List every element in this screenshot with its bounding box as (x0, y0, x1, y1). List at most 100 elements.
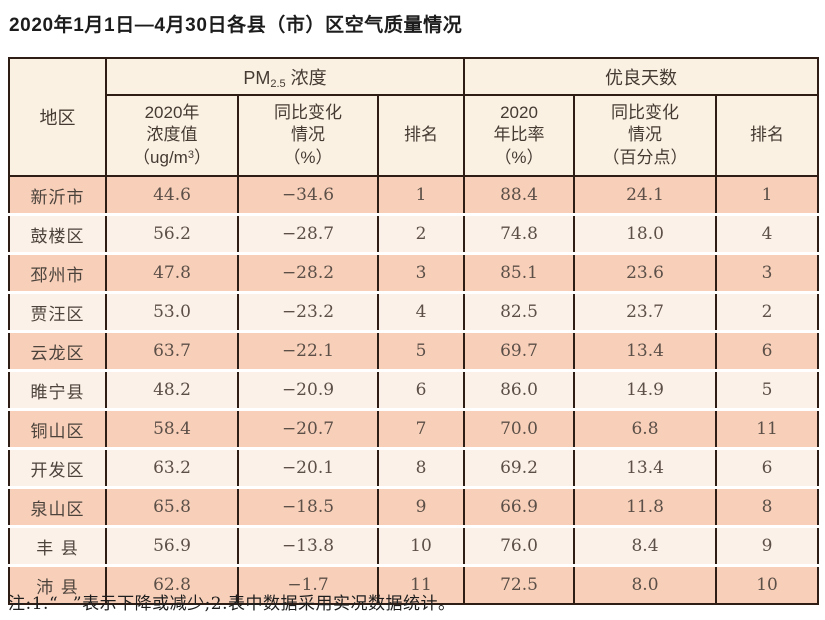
pm-rank-cell: 6 (378, 370, 465, 411)
region-cell: 睢宁县 (9, 370, 107, 411)
region-cell: 鼓楼区 (9, 214, 107, 255)
header-good-days-group: 优良天数 (464, 58, 819, 96)
pm-unit-superscript: 3 (187, 148, 194, 161)
good-rate-cell: 82.5 (464, 292, 575, 333)
region-cell: 邳州市 (9, 253, 107, 294)
good-rank-cell: 10 (716, 565, 819, 604)
pm-change-cell: −28.2 (238, 253, 379, 294)
region-cell: 新沂市 (9, 176, 107, 216)
header-good-rate: 2020 年比率 （%） (464, 95, 575, 177)
pm-label-subscript: 2.5 (270, 77, 286, 90)
pm-change-cell: −18.5 (238, 487, 379, 528)
table-row: 贾汪区 53.0 −23.2 4 82.5 23.7 2 (9, 292, 819, 333)
good-change-cell: 11.8 (574, 487, 717, 528)
good-rate-cell: 76.0 (464, 526, 575, 567)
good-rank-cell: 8 (716, 487, 819, 528)
region-cell: 沛 县 (9, 565, 107, 604)
good-rate-cell: 69.2 (464, 448, 575, 489)
pm-rank-cell: 11 (378, 565, 465, 604)
table-row: 新沂市 44.6 −34.6 1 88.4 24.1 1 (9, 176, 819, 216)
region-cell: 泉山区 (9, 487, 107, 528)
good-rate-cell: 70.0 (464, 409, 575, 450)
good-rank-cell: 5 (716, 370, 819, 411)
pm-change-cell: −1.7 (238, 565, 379, 604)
good-rate-cell: 86.0 (464, 370, 575, 411)
good-change-cell: 14.9 (574, 370, 717, 411)
header-pm-change: 同比变化 情况 （%） (238, 95, 379, 177)
good-change-cell: 18.0 (574, 214, 717, 255)
table-row: 邳州市 47.8 −28.2 3 85.1 23.6 3 (9, 253, 819, 294)
pm-rank-cell: 3 (378, 253, 465, 294)
table-row: 沛 县 62.8 −1.7 11 72.5 8.0 10 (9, 565, 819, 604)
pm-rank-cell: 9 (378, 487, 465, 528)
air-quality-table: 地区 PM2.5 浓度 优良天数 2020年 浓度值 （ug/m3） 同比变化 … (8, 57, 820, 605)
good-change-cell: 24.1 (574, 176, 717, 216)
good-rate-cell: 72.5 (464, 565, 575, 604)
pm-change-cell: −23.2 (238, 292, 379, 333)
pm-value-line2: 浓度值 (146, 125, 198, 145)
header-good-change: 同比变化 情况 （百分点） (574, 95, 717, 177)
header-pm-rank: 排名 (378, 95, 465, 177)
pm-change-cell: −22.1 (238, 331, 379, 372)
pm-value-cell: 58.4 (106, 409, 239, 450)
good-rate-cell: 66.9 (464, 487, 575, 528)
header-region: 地区 (9, 58, 107, 177)
good-rank-cell: 11 (716, 409, 819, 450)
pm-value-cell: 62.8 (106, 565, 239, 604)
pm-value-cell: 47.8 (106, 253, 239, 294)
pm-label-suffix: 浓度 (285, 67, 327, 88)
table-row: 鼓楼区 56.2 −28.7 2 74.8 18.0 4 (9, 214, 819, 255)
pm-change-cell: −34.6 (238, 176, 379, 216)
table-row: 丰 县 56.9 −13.8 10 76.0 8.4 9 (9, 526, 819, 567)
good-rank-cell: 3 (716, 253, 819, 294)
pm-change-cell: −13.8 (238, 526, 379, 567)
pm-unit-prefix: （ug/m (133, 147, 188, 167)
pm-unit-suffix: ） (193, 147, 211, 167)
pm-rank-cell: 10 (378, 526, 465, 567)
pm-value-cell: 56.9 (106, 526, 239, 567)
good-rate-cell: 74.8 (464, 214, 575, 255)
pm-value-cell: 53.0 (106, 292, 239, 333)
pm-rank-cell: 7 (378, 409, 465, 450)
table-row: 睢宁县 48.2 −20.9 6 86.0 14.9 5 (9, 370, 819, 411)
good-change-cell: 23.6 (574, 253, 717, 294)
pm-value-cell: 44.6 (106, 176, 239, 216)
region-cell: 云龙区 (9, 331, 107, 372)
good-rate-cell: 85.1 (464, 253, 575, 294)
table-row: 铜山区 58.4 −20.7 7 70.0 6.8 11 (9, 409, 819, 450)
good-change-cell: 8.0 (574, 565, 717, 604)
page-title: 2020年1月1日—4月30日各县（市）区空气质量情况 (9, 15, 463, 36)
good-rank-cell: 9 (716, 526, 819, 567)
good-change-cell: 8.4 (574, 526, 717, 567)
pm-value-cell: 63.2 (106, 448, 239, 489)
pm-change-cell: −28.7 (238, 214, 379, 255)
good-rank-cell: 6 (716, 331, 819, 372)
pm-rank-cell: 2 (378, 214, 465, 255)
good-rate-cell: 69.7 (464, 331, 575, 372)
table-row: 泉山区 65.8 −18.5 9 66.9 11.8 8 (9, 487, 819, 528)
good-change-cell: 13.4 (574, 448, 717, 489)
region-cell: 开发区 (9, 448, 107, 489)
header-pm-group: PM2.5 浓度 (106, 58, 465, 96)
pm-rank-cell: 5 (378, 331, 465, 372)
table-row: 云龙区 63.7 −22.1 5 69.7 13.4 6 (9, 331, 819, 372)
pm-label-prefix: PM (243, 67, 271, 88)
good-rank-cell: 4 (716, 214, 819, 255)
good-rate-cell: 88.4 (464, 176, 575, 216)
pm-value-unit: （ug/m3） (107, 147, 236, 169)
pm-change-cell: −20.7 (238, 409, 379, 450)
pm-change-cell: −20.9 (238, 370, 379, 411)
header-pm-value: 2020年 浓度值 （ug/m3） (106, 95, 239, 177)
pm-rank-cell: 1 (378, 176, 465, 216)
good-change-cell: 13.4 (574, 331, 717, 372)
pm-value-cell: 63.7 (106, 331, 239, 372)
region-cell: 铜山区 (9, 409, 107, 450)
table-footnote: 注:1.“−”表示下降或减少;2.表中数据采用实况数据统计。 (8, 594, 456, 614)
pm-value-line1: 2020年 (144, 102, 200, 122)
header-good-rank: 排名 (716, 95, 819, 177)
region-cell: 贾汪区 (9, 292, 107, 333)
pm-rank-cell: 8 (378, 448, 465, 489)
pm-value-cell: 48.2 (106, 370, 239, 411)
good-rank-cell: 6 (716, 448, 819, 489)
